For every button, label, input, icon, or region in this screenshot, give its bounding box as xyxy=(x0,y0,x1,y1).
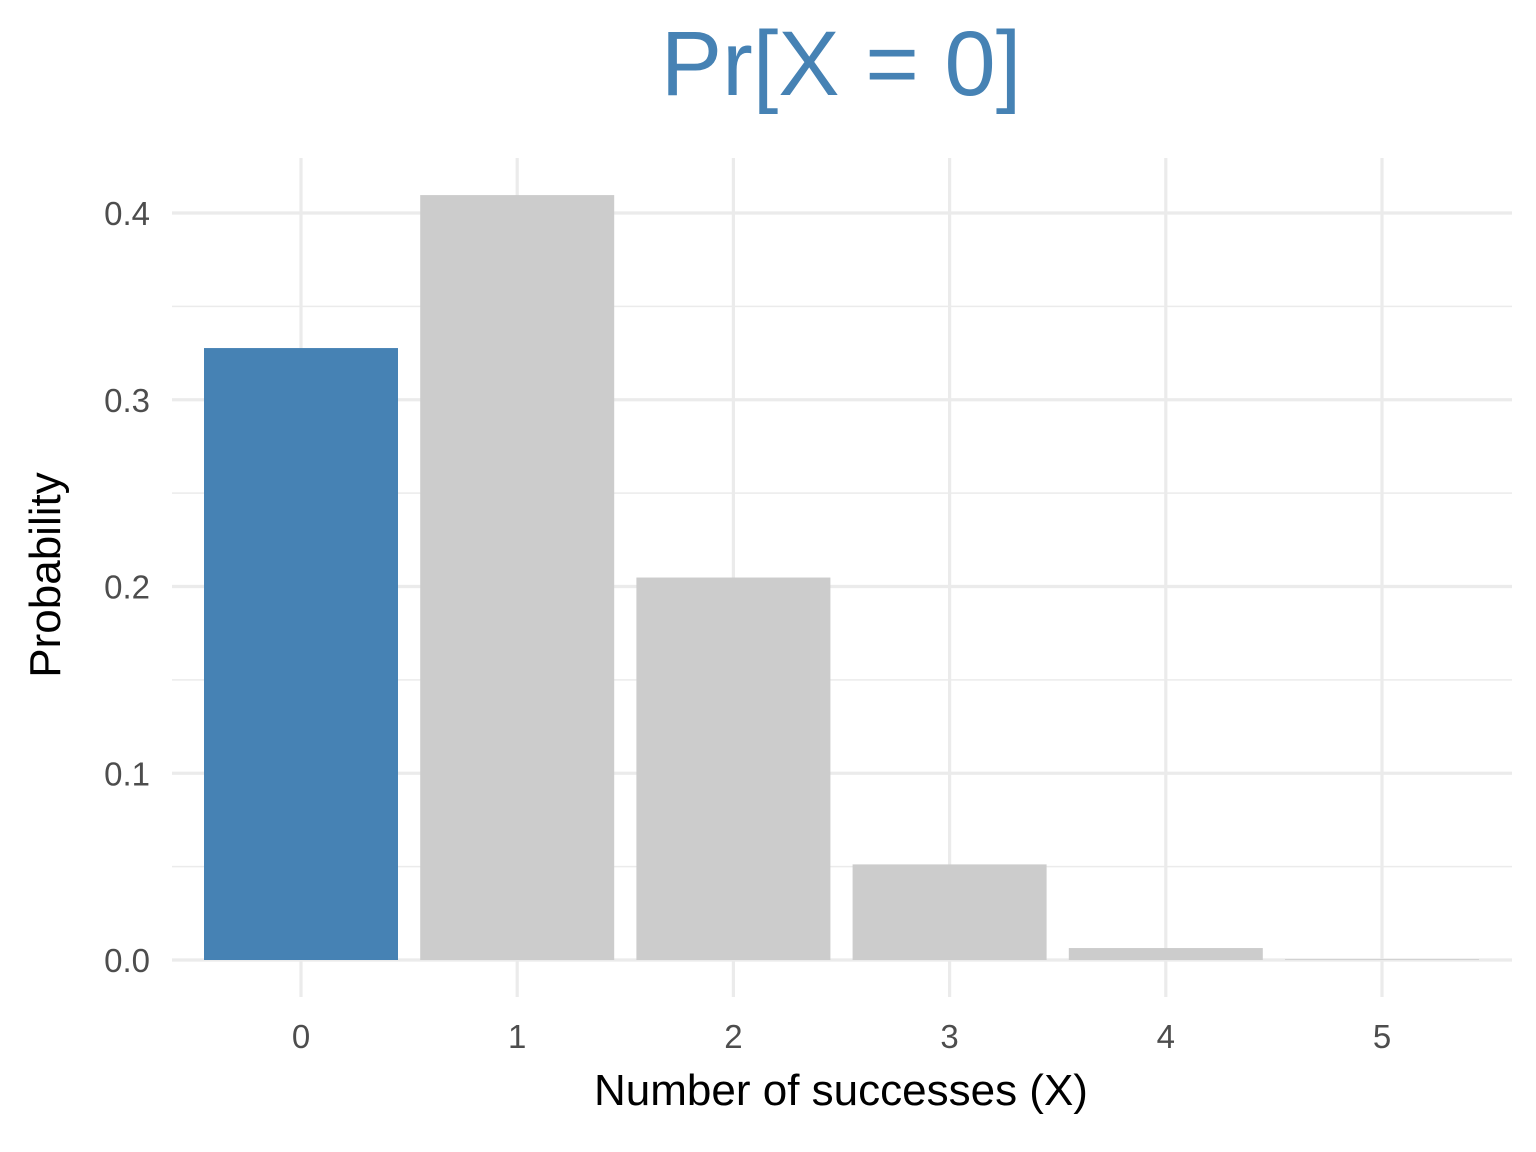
bar xyxy=(852,864,1047,960)
x-tick-label: 1 xyxy=(508,1018,526,1055)
y-tick-label: 0.1 xyxy=(104,755,150,792)
bar xyxy=(1285,959,1479,960)
bar xyxy=(636,577,831,960)
x-tick-label: 4 xyxy=(1157,1018,1175,1055)
x-tick-label: 5 xyxy=(1373,1018,1391,1055)
chart-title: Pr[X = 0] xyxy=(661,13,1022,115)
y-tick-label: 0.3 xyxy=(104,382,150,419)
y-tick-label: 0.2 xyxy=(104,569,150,606)
x-tick-label: 2 xyxy=(724,1018,742,1055)
x-axis-title: Number of successes (X) xyxy=(594,1066,1088,1115)
bar-highlighted xyxy=(204,348,398,960)
bar xyxy=(420,195,615,960)
x-axis-tick-labels: 0 1 2 3 4 5 xyxy=(292,1018,1391,1055)
x-tick-label: 0 xyxy=(292,1018,310,1055)
x-tick-label: 3 xyxy=(940,1018,958,1055)
y-tick-label: 0.4 xyxy=(104,195,150,232)
bars xyxy=(204,195,1479,960)
y-tick-label: 0.0 xyxy=(104,942,150,979)
bar xyxy=(1068,948,1263,960)
y-axis-title: Probability xyxy=(21,472,70,677)
y-axis-tick-labels: 0.0 0.1 0.2 0.3 0.4 xyxy=(104,195,150,979)
